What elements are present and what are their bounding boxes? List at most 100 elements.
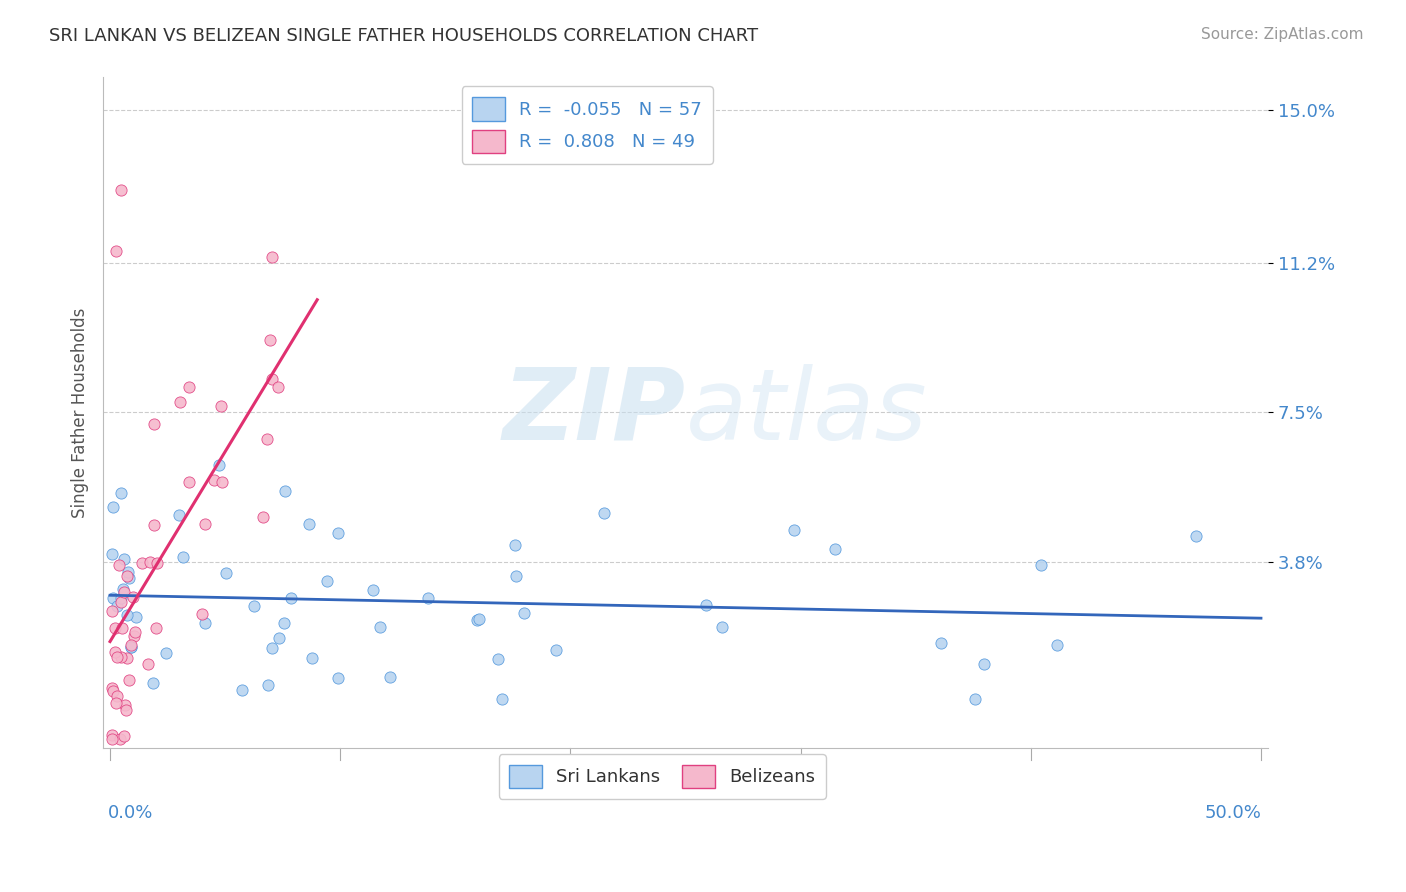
Point — [139, 556, 162, 570]
Point — [101, 604, 124, 618]
Point — [491, 692, 513, 706]
Point — [513, 606, 536, 620]
Point — [267, 380, 290, 394]
Point — [107, 558, 129, 572]
Point — [274, 483, 297, 498]
Point — [104, 621, 127, 635]
Point — [103, 591, 125, 605]
Text: SRI LANKAN VS BELIZEAN SINGLE FATHER HOUSEHOLDS CORRELATION CHART: SRI LANKAN VS BELIZEAN SINGLE FATHER HOU… — [49, 27, 758, 45]
Point — [120, 638, 142, 652]
Point — [122, 590, 145, 604]
Point — [378, 671, 401, 685]
Point — [142, 517, 165, 532]
Point — [110, 649, 132, 664]
Point — [117, 565, 139, 579]
Point — [101, 500, 124, 514]
Point — [172, 549, 194, 564]
Point — [117, 569, 139, 583]
Text: ZIP: ZIP — [502, 364, 686, 461]
Point — [328, 671, 350, 685]
Point — [115, 651, 138, 665]
Point — [110, 594, 132, 608]
Point — [256, 433, 278, 447]
Point — [260, 372, 283, 386]
Point — [252, 509, 274, 524]
Point — [467, 613, 489, 627]
Point — [1029, 558, 1052, 572]
Point — [273, 615, 295, 630]
Point — [143, 417, 166, 431]
Point — [110, 184, 132, 198]
Point — [107, 650, 129, 665]
Point — [824, 541, 846, 556]
Point — [167, 508, 190, 522]
Point — [101, 683, 124, 698]
Point — [973, 657, 995, 671]
Point — [202, 473, 225, 487]
Point — [155, 646, 177, 660]
Point — [111, 621, 134, 635]
Point — [1046, 638, 1069, 652]
Point — [242, 599, 264, 614]
Point — [110, 486, 132, 500]
Point — [101, 728, 124, 742]
Point — [231, 682, 253, 697]
Point — [105, 599, 128, 613]
Point — [301, 650, 323, 665]
Text: atlas: atlas — [686, 364, 927, 461]
Point — [110, 732, 132, 747]
Point — [209, 399, 232, 413]
Point — [711, 620, 734, 634]
Point — [179, 380, 201, 394]
Point — [101, 681, 124, 696]
Point — [260, 640, 283, 655]
Point — [370, 620, 392, 634]
Point — [111, 582, 134, 597]
Text: 50.0%: 50.0% — [1204, 804, 1261, 822]
Point — [145, 621, 167, 635]
Point — [315, 574, 337, 589]
Point — [138, 657, 160, 672]
Point — [546, 643, 568, 657]
Point — [267, 632, 290, 646]
Point — [467, 612, 489, 626]
Point — [125, 609, 148, 624]
Point — [179, 475, 201, 489]
Point — [361, 582, 384, 597]
Point — [112, 729, 135, 743]
Point — [105, 696, 128, 710]
Point — [145, 557, 167, 571]
Point — [114, 698, 136, 713]
Point — [211, 475, 233, 490]
Point — [120, 640, 142, 654]
Point — [120, 640, 142, 655]
Point — [214, 566, 236, 581]
Point — [259, 333, 281, 347]
Point — [194, 616, 217, 631]
Point — [1184, 528, 1206, 542]
Point — [191, 607, 214, 622]
Point — [208, 458, 231, 472]
Point — [262, 250, 284, 264]
Point — [592, 506, 614, 520]
Text: Source: ZipAtlas.com: Source: ZipAtlas.com — [1201, 27, 1364, 42]
Point — [503, 538, 526, 552]
Point — [110, 591, 132, 606]
Point — [131, 556, 153, 570]
Point — [280, 591, 302, 605]
Point — [124, 625, 146, 640]
Point — [169, 395, 191, 409]
Point — [112, 584, 135, 599]
Point — [117, 571, 139, 585]
Point — [328, 525, 350, 540]
Point — [101, 732, 124, 747]
Point — [122, 629, 145, 643]
Point — [114, 703, 136, 717]
Point — [142, 676, 165, 690]
Y-axis label: Single Father Households: Single Father Households — [72, 308, 89, 517]
Point — [695, 598, 717, 612]
Point — [112, 552, 135, 566]
Legend: Sri Lankans, Belizeans: Sri Lankans, Belizeans — [499, 754, 825, 799]
Point — [929, 636, 952, 650]
Point — [416, 591, 439, 605]
